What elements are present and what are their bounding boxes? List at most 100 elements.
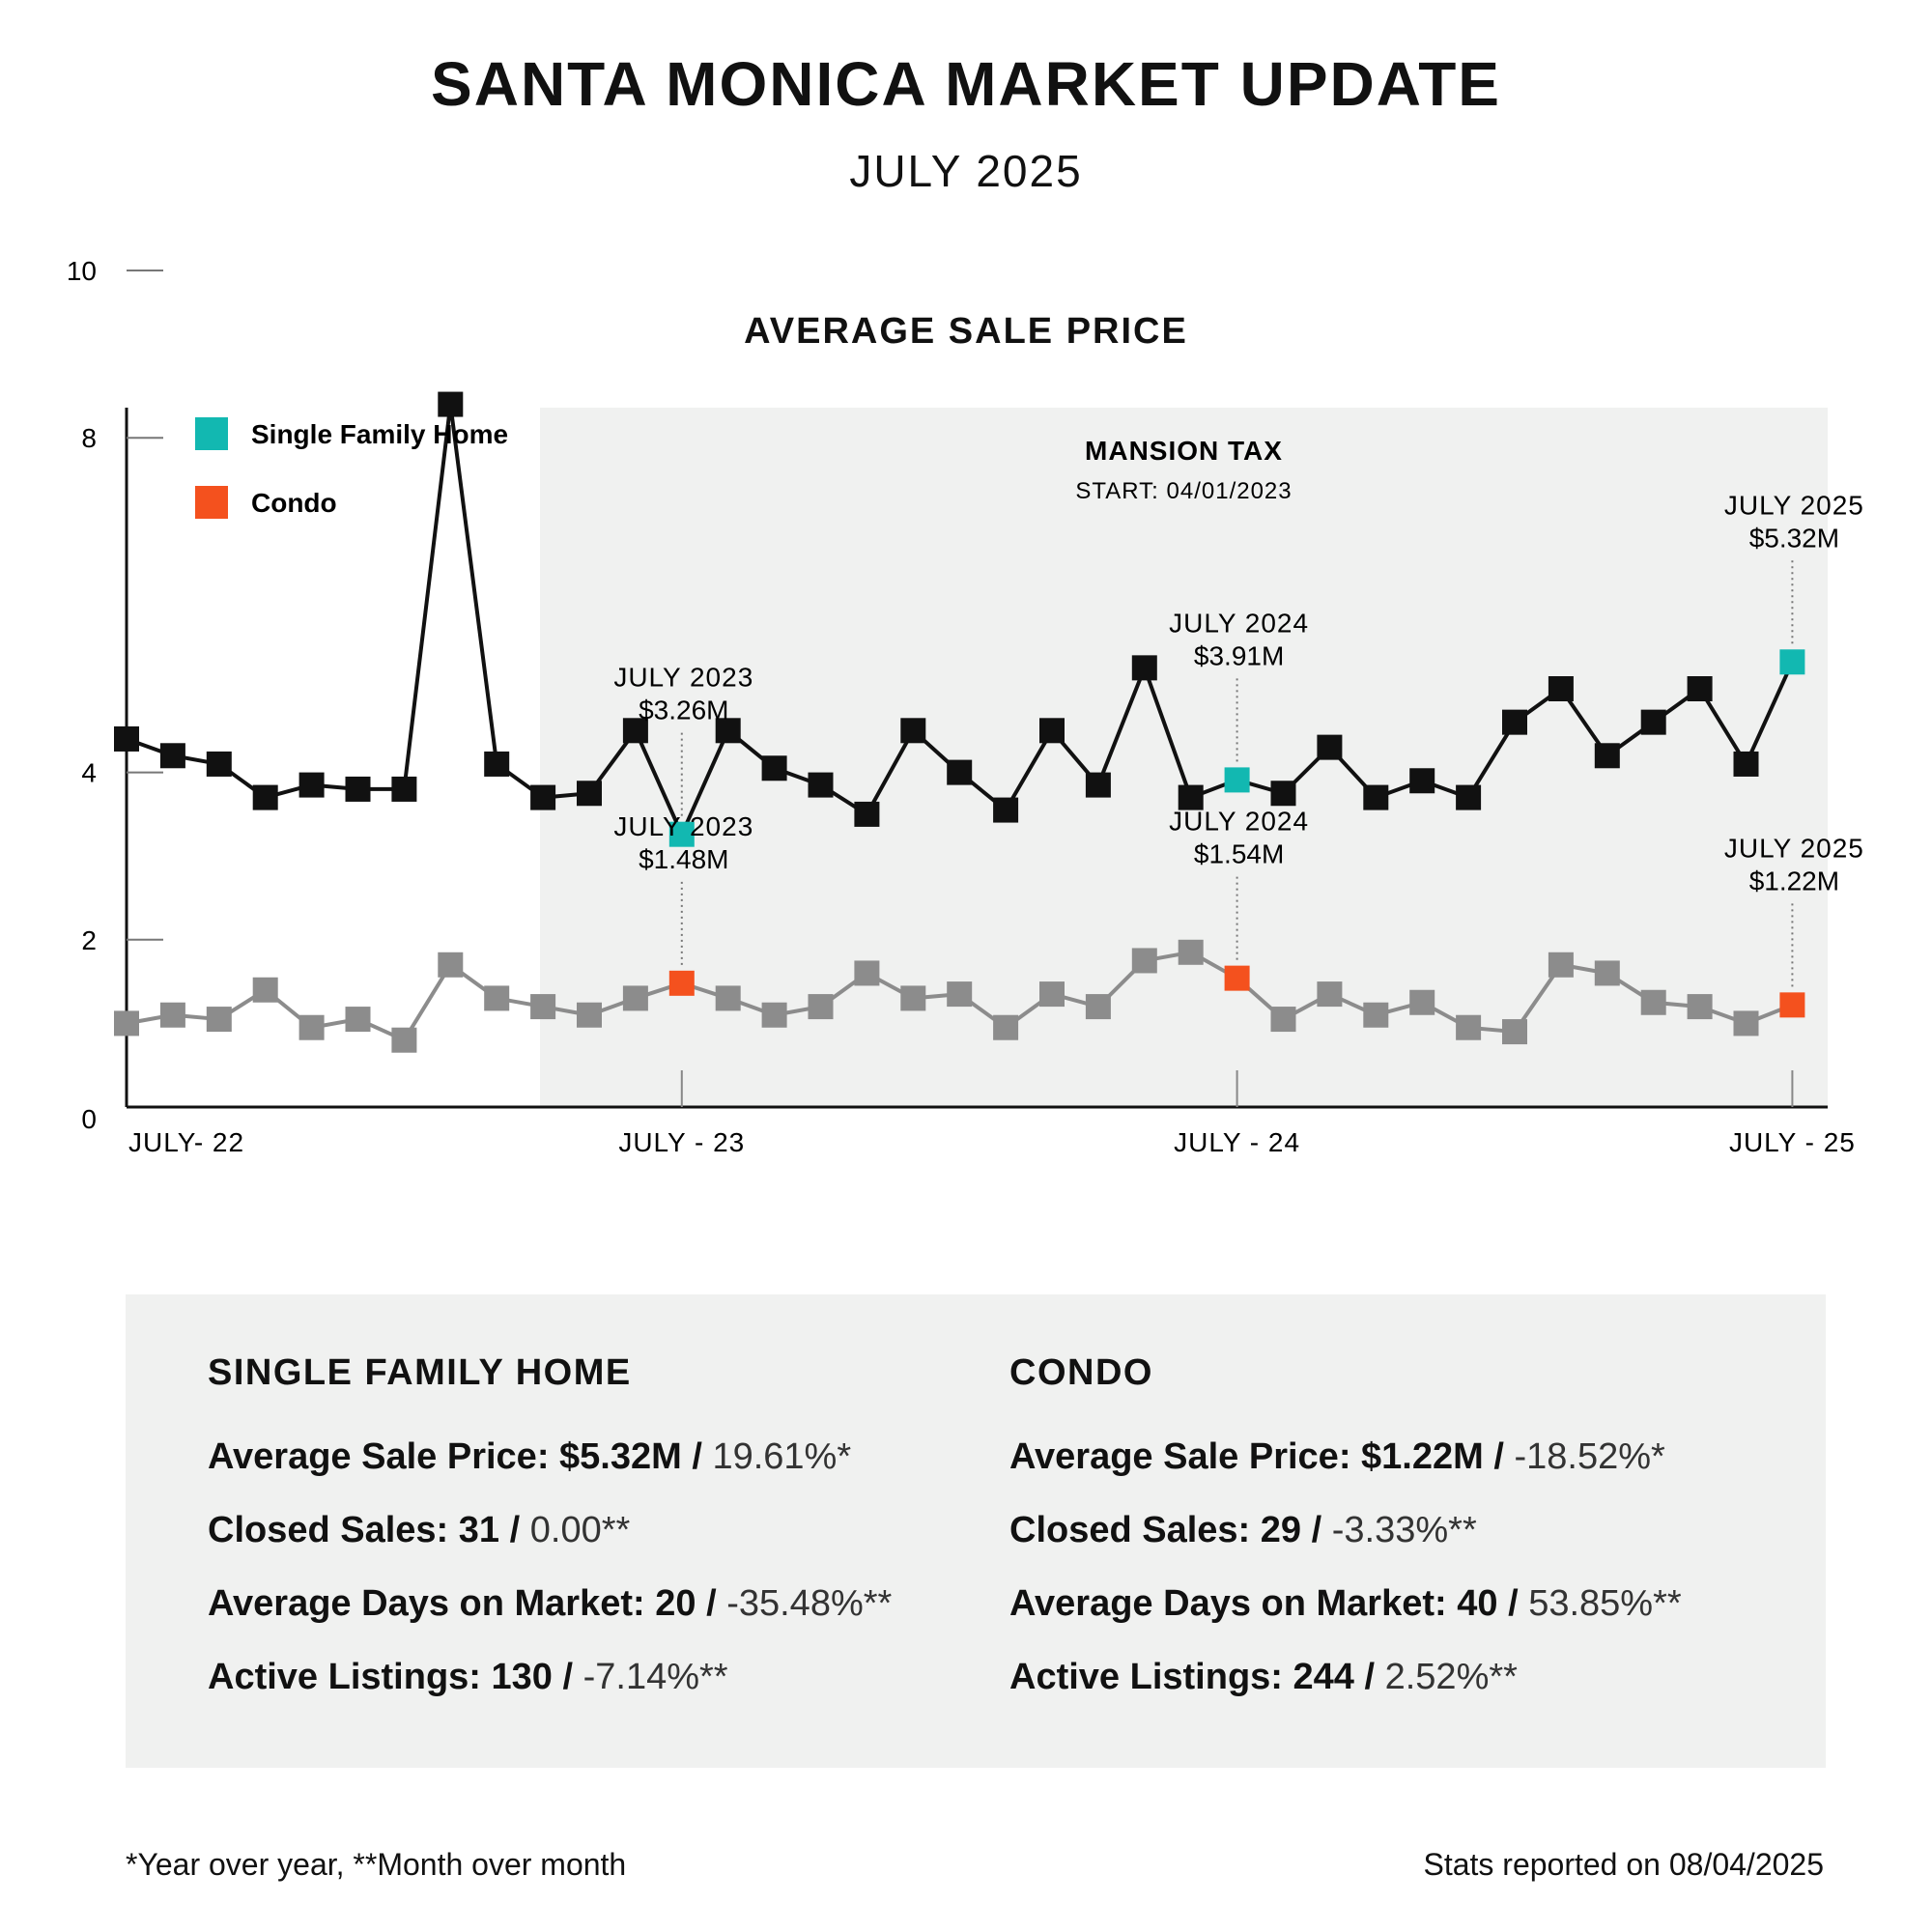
annotation-date: JULY 2024 [1169,608,1309,638]
single-family-heading: SINGLE FAMILY HOME [208,1352,632,1393]
data-point [1594,960,1620,986]
data-point [993,797,1019,823]
annotation-value: $1.48M [639,844,728,874]
data-point [1502,709,1527,735]
stat-value: 40 [1457,1583,1498,1624]
data-point [391,776,417,802]
data-point [1779,649,1805,675]
annotation-value: $1.54M [1194,839,1284,869]
stat-change: -7.14%** [582,1657,728,1697]
data-point [1733,751,1759,777]
data-point [761,755,787,781]
stats-panel: SINGLE FAMILY HOME Average Sale Price: $… [126,1294,1826,1768]
stat-value: 31 [458,1510,500,1550]
stat-separator: / [1508,1583,1519,1624]
data-point [1131,655,1157,681]
data-point [252,784,278,810]
data-point [808,994,834,1020]
data-point [622,985,648,1011]
legend-swatch [195,486,228,519]
stat-change: -3.33%** [1331,1510,1477,1550]
sfh-active-listings: Active Listings: 130 / -7.14%** [208,1657,892,1730]
x-tick-label: JULY - 25 [1729,1127,1856,1157]
sfh-days-on-market: Average Days on Market: 20 / -35.48%** [208,1583,892,1657]
page-title: SANTA MONICA MARKET UPDATE [431,49,1501,119]
stat-separator: / [706,1583,717,1624]
data-point [345,1007,371,1033]
data-point [530,994,556,1020]
condo-stats: CONDO Average Sale Price: $1.22M / -18.5… [1009,1352,1682,1730]
data-point [1178,939,1204,965]
data-point [1270,781,1296,807]
data-point [947,981,973,1008]
stat-separator: / [1311,1510,1322,1550]
stat-separator: / [1364,1657,1376,1697]
data-point [1640,709,1666,735]
stat-value: 244 [1293,1657,1354,1697]
sfh-average-sale-price: Average Sale Price: $5.32M / 19.61%* [208,1436,892,1510]
legend-swatch [195,417,228,450]
data-point [993,1014,1019,1040]
data-point [206,1007,232,1033]
data-point [1779,992,1805,1018]
data-point [114,1010,139,1037]
chart-title: AVERAGE SALE PRICE [744,311,1188,352]
condo-closed-sales: Closed Sales: 29 / -3.33%** [1009,1510,1682,1583]
data-point [484,985,510,1011]
data-point [438,391,464,417]
stat-label: Closed Sales: [1009,1510,1251,1550]
x-tick-label: JULY - 24 [1174,1127,1300,1157]
condo-active-listings: Active Listings: 244 / 2.52%** [1009,1657,1682,1730]
stat-label: Average Sale Price: [208,1436,550,1477]
data-point [1039,981,1065,1008]
data-point [1687,676,1713,701]
annotation-date: JULY 2023 [613,811,753,841]
condo-days-on-market: Average Days on Market: 40 / 53.85%** [1009,1583,1682,1657]
mansion-tax-label: MANSION TAX [1085,436,1283,466]
annotation-value: $5.32M [1749,523,1839,553]
data-point [1224,965,1250,991]
y-tick-label: 2 [81,925,97,955]
page-subtitle: JULY 2025 [849,146,1083,196]
stat-change: -18.52%* [1514,1436,1665,1477]
data-point [1548,952,1574,978]
single-family-stats: SINGLE FAMILY HOME Average Sale Price: $… [208,1352,892,1730]
data-point [1409,768,1435,794]
annotation-date: JULY 2025 [1724,833,1864,863]
stat-label: Active Listings: [1009,1657,1283,1697]
report-date: Stats reported on 08/04/2025 [1423,1847,1824,1882]
annotation-value: $1.22M [1749,866,1839,895]
data-point [577,781,602,807]
data-point [159,743,185,769]
data-point [854,801,880,827]
y-tick-label: 10 [67,256,97,286]
stat-change: 0.00** [529,1510,631,1550]
legend-label: Single Family Home [251,419,508,449]
data-point [159,1002,185,1028]
x-tick-label: JULY - 23 [618,1127,745,1157]
stat-value: 29 [1260,1510,1302,1550]
stat-label: Active Listings: [208,1657,481,1697]
data-point [900,985,926,1011]
data-point [1363,784,1389,810]
stat-separator: / [509,1510,521,1550]
data-point [1085,994,1111,1020]
data-point [298,1014,325,1040]
stat-label: Average Days on Market: [1009,1583,1447,1624]
data-point [668,970,695,996]
stat-value: 20 [655,1583,696,1624]
condo-average-sale-price: Average Sale Price: $1.22M / -18.52%* [1009,1436,1682,1510]
data-point [1039,718,1065,744]
stat-label: Average Sale Price: [1009,1436,1351,1477]
data-point [1270,1007,1296,1033]
data-point [206,751,232,777]
data-point [622,718,648,744]
stat-separator: / [562,1657,574,1697]
data-point [854,960,880,986]
stat-change: 2.52%** [1384,1657,1518,1697]
data-point [1224,767,1250,793]
data-point [1363,1002,1389,1028]
x-tick-label: JULY- 22 [128,1127,244,1157]
sfh-closed-sales: Closed Sales: 31 / 0.00** [208,1510,892,1583]
data-point [1456,784,1482,810]
